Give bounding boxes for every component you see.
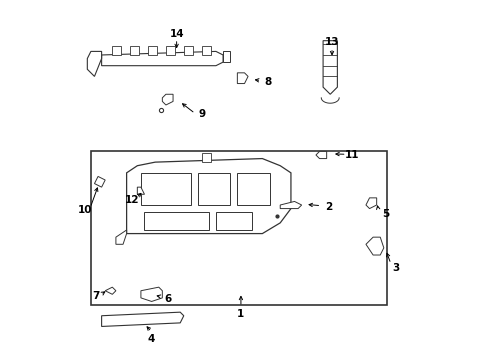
Polygon shape — [162, 94, 173, 105]
Bar — [237, 173, 269, 205]
Bar — [216, 212, 251, 230]
Bar — [91, 152, 386, 305]
Polygon shape — [116, 230, 126, 244]
Bar — [148, 46, 157, 55]
Bar — [165, 46, 175, 55]
Polygon shape — [141, 287, 162, 301]
Text: 11: 11 — [344, 150, 358, 160]
Bar — [144, 212, 208, 230]
Polygon shape — [237, 73, 247, 84]
Text: 5: 5 — [381, 209, 388, 219]
Polygon shape — [87, 51, 102, 76]
Polygon shape — [126, 158, 290, 234]
Text: 9: 9 — [198, 109, 205, 119]
Polygon shape — [315, 152, 326, 158]
Polygon shape — [223, 51, 230, 62]
Text: 12: 12 — [124, 195, 139, 204]
Text: 14: 14 — [169, 28, 183, 39]
Text: 1: 1 — [237, 309, 244, 319]
Polygon shape — [102, 312, 183, 327]
Bar — [201, 153, 210, 162]
Polygon shape — [280, 202, 301, 208]
Text: 3: 3 — [392, 262, 399, 273]
Text: 6: 6 — [164, 294, 171, 303]
Bar — [112, 46, 121, 55]
Text: 8: 8 — [264, 77, 271, 87]
Bar — [130, 46, 139, 55]
Polygon shape — [323, 41, 337, 94]
Text: 7: 7 — [92, 291, 100, 301]
Polygon shape — [365, 198, 376, 208]
Bar — [183, 46, 192, 55]
Polygon shape — [365, 237, 383, 255]
Text: 2: 2 — [324, 202, 331, 212]
Polygon shape — [137, 187, 144, 194]
Text: 13: 13 — [324, 37, 339, 48]
Bar — [201, 46, 210, 55]
Polygon shape — [105, 287, 116, 294]
Text: 10: 10 — [78, 205, 93, 215]
Text: 4: 4 — [148, 334, 155, 344]
Bar — [198, 173, 230, 205]
Polygon shape — [102, 51, 223, 66]
Bar — [141, 173, 190, 205]
Polygon shape — [94, 176, 105, 187]
